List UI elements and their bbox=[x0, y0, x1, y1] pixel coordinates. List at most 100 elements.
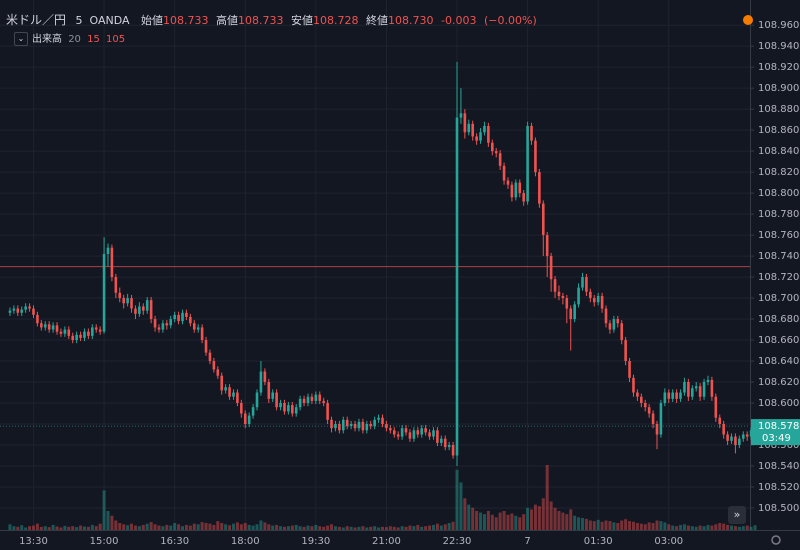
y-tick-label: 108.500 bbox=[758, 503, 799, 514]
volume-bar bbox=[498, 512, 502, 530]
candle-body bbox=[240, 403, 243, 414]
volume-bar bbox=[659, 521, 663, 530]
legend-header: 米ドル／円 5 OANDA 始値108.733 高値108.733 安値108.… bbox=[6, 11, 541, 28]
x-tick-label: 03:00 bbox=[654, 536, 683, 547]
volume-bar bbox=[361, 526, 365, 530]
y-tick-label: 108.600 bbox=[758, 398, 799, 409]
candle-body bbox=[204, 340, 208, 353]
candle-body bbox=[683, 382, 686, 393]
y-tick-label: 108.940 bbox=[758, 41, 799, 52]
candle-body bbox=[145, 300, 149, 311]
candle-body bbox=[541, 203, 545, 236]
volume-bar bbox=[745, 525, 749, 530]
volume-bar bbox=[381, 526, 384, 530]
volume-bar bbox=[255, 524, 259, 530]
volume-bar bbox=[447, 523, 451, 530]
high-label: 高値 bbox=[216, 14, 239, 27]
volume-bar bbox=[679, 524, 683, 530]
candle-body bbox=[659, 403, 663, 435]
candle-body bbox=[298, 398, 302, 408]
candle-body bbox=[679, 392, 682, 399]
volume-bar bbox=[126, 525, 130, 530]
volume-bar bbox=[318, 526, 322, 530]
scroll-button[interactable] bbox=[728, 506, 746, 524]
volume-bar bbox=[541, 498, 545, 530]
y-tick-label: 108.820 bbox=[758, 167, 799, 178]
volume-bar bbox=[471, 507, 475, 530]
candle-body bbox=[377, 417, 380, 420]
y-tick-label: 108.920 bbox=[758, 62, 799, 73]
volume-bar bbox=[247, 524, 251, 530]
volume-bar bbox=[282, 526, 286, 530]
candle-body bbox=[741, 434, 745, 439]
y-tick-label: 108.860 bbox=[758, 125, 799, 136]
y-tick-label: 108.780 bbox=[758, 209, 799, 220]
interval: 5 bbox=[75, 14, 83, 27]
candle-body bbox=[134, 308, 137, 314]
volume-bar bbox=[459, 482, 463, 530]
volume-bar bbox=[451, 521, 455, 530]
candle-body bbox=[690, 388, 694, 397]
candle-body bbox=[428, 432, 431, 437]
candle-body bbox=[251, 407, 255, 416]
volume-bar bbox=[157, 525, 161, 530]
candle-body bbox=[608, 323, 612, 330]
volume-bar bbox=[149, 522, 153, 530]
y-tick-label: 108.720 bbox=[758, 272, 799, 283]
volume-bar bbox=[153, 524, 157, 530]
collapse-button[interactable]: ⌄ bbox=[14, 32, 28, 46]
candle-body bbox=[545, 235, 549, 257]
candle-body bbox=[510, 184, 514, 198]
candle-body bbox=[369, 424, 373, 427]
candle-body bbox=[106, 247, 110, 254]
candle-body bbox=[259, 371, 263, 393]
x-tick-label: 01:30 bbox=[584, 536, 613, 547]
last-price-label: 108.578 bbox=[758, 421, 799, 432]
volume-bar bbox=[604, 520, 608, 530]
volume-bar bbox=[424, 526, 428, 530]
volume-bar bbox=[580, 517, 584, 530]
volume-bar bbox=[20, 525, 24, 530]
candle-body bbox=[232, 392, 235, 397]
candle-body bbox=[12, 308, 16, 311]
volume-bar bbox=[706, 524, 710, 530]
candle-body bbox=[553, 279, 557, 292]
candle-body bbox=[334, 424, 337, 429]
candle-body bbox=[228, 387, 231, 397]
candle-body bbox=[498, 153, 502, 166]
volume-bar bbox=[102, 490, 106, 530]
y-tick-label: 108.620 bbox=[758, 377, 799, 388]
volume-bar bbox=[141, 524, 145, 530]
candle-body bbox=[432, 430, 435, 437]
candle-body bbox=[573, 304, 576, 320]
volume-bar bbox=[24, 527, 28, 530]
candle-body bbox=[628, 361, 631, 378]
volume-bar bbox=[173, 523, 177, 530]
settings-icon[interactable] bbox=[771, 535, 781, 545]
volume-bar bbox=[530, 509, 534, 530]
alert-icon[interactable] bbox=[743, 15, 753, 25]
candle-body bbox=[530, 125, 533, 141]
volume-pane bbox=[8, 465, 757, 530]
y-tick-label: 108.540 bbox=[758, 461, 799, 472]
volume-bar bbox=[694, 526, 698, 530]
volume-bar bbox=[616, 523, 620, 530]
candle-body bbox=[592, 298, 596, 303]
volume-bar bbox=[31, 525, 35, 530]
candle-body bbox=[40, 323, 43, 328]
candle-body bbox=[651, 413, 655, 424]
candle-body bbox=[381, 417, 384, 424]
volume-bar bbox=[181, 526, 185, 530]
candle-body bbox=[294, 407, 298, 414]
candle-body bbox=[338, 424, 341, 431]
candle-body bbox=[192, 323, 196, 330]
candle-body bbox=[98, 329, 102, 332]
volume-bar bbox=[251, 525, 255, 530]
volume-bar bbox=[165, 524, 169, 530]
change-pct: (−0.00%) bbox=[484, 14, 537, 27]
volume-bar bbox=[137, 526, 141, 530]
candle-body bbox=[75, 334, 78, 341]
volume-bar bbox=[310, 526, 314, 530]
candle-body bbox=[589, 291, 592, 299]
